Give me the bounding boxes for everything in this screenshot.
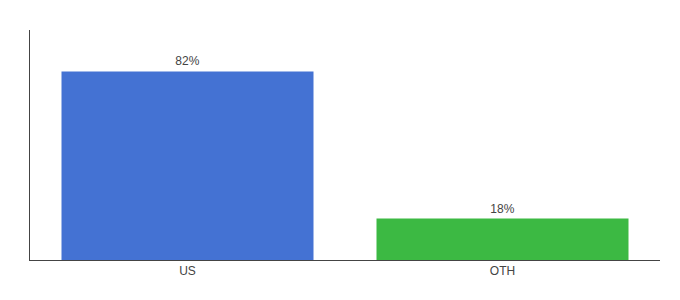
svg-text:US: US: [179, 264, 196, 278]
svg-text:OTH: OTH: [490, 264, 515, 278]
svg-text:82%: 82%: [175, 54, 199, 68]
svg-text:18%: 18%: [490, 202, 514, 216]
